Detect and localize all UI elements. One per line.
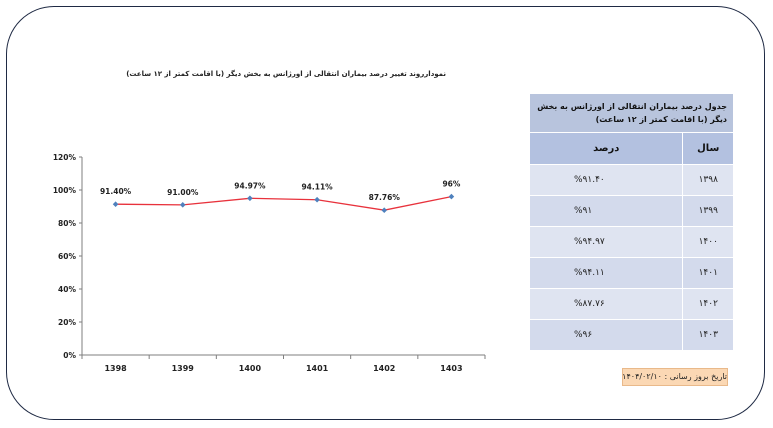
line-chart: 0% 20% 40% 60% 80% 100% 120% 1398 1399 1400 1401 14…: [53, 153, 486, 373]
table-cell-year: ۱۳۹۸: [682, 164, 734, 196]
table-cell-percent: %۹۴.۱۱: [528, 257, 684, 289]
table-cell-percent: %۸۷.۷۶: [528, 288, 684, 320]
y-tick-label: 120%: [53, 153, 77, 162]
table-row: ۱۴۰۳ %۹۶: [528, 319, 734, 351]
table-row: ۱۴۰۱ %۹۴.۱۱: [528, 257, 734, 289]
table-cell-year: ۱۴۰۰: [682, 226, 734, 258]
data-point: [314, 196, 320, 203]
table-row: ۱۴۰۲ %۸۷.۷۶: [528, 288, 734, 320]
table-cell-year: ۱۴۰۳: [682, 319, 734, 351]
data-point: [179, 202, 186, 208]
table-cell-percent: %۹۱: [528, 195, 684, 227]
y-tick-label: 80%: [58, 219, 76, 228]
table-row: ۱۳۹۹ %۹۱: [528, 195, 734, 227]
data-point: [381, 207, 388, 213]
data-label: 94.97%: [234, 181, 266, 190]
data-point: [112, 201, 119, 207]
y-tick-label: 40%: [58, 285, 76, 294]
table-header-year: سال: [682, 132, 734, 165]
data-label: 91.40%: [100, 187, 132, 196]
data-table: جدول درصد بیماران انتقالی از اورژانس به …: [528, 93, 734, 351]
update-date: تاریخ بروز رسانی : ۱۴۰۴/۰۲/۱۰: [622, 368, 728, 386]
x-tick-label: 1398: [104, 364, 127, 373]
table-cell-year: ۱۳۹۹: [682, 195, 734, 227]
chart-title: نمودارروند تغییر درصد بیماران انتقالی از…: [126, 70, 446, 78]
y-tick-label: 100%: [53, 186, 77, 195]
x-tick-label: 1400: [239, 364, 262, 373]
y-tick-label: 0%: [63, 351, 76, 360]
data-point: [247, 195, 253, 202]
data-point: [448, 193, 455, 200]
table-cell-percent: %۹۶: [528, 319, 684, 351]
x-tick-label: 1402: [373, 364, 395, 373]
table-cell-percent: %۹۴.۹۷: [528, 226, 684, 258]
x-tick-label: 1399: [172, 364, 195, 373]
table-row: ۱۳۹۸ %۹۱.۴۰: [528, 164, 734, 196]
data-label: 91.00%: [167, 188, 199, 197]
data-label: 87.76%: [369, 193, 401, 202]
data-label: 96%: [442, 180, 460, 189]
table-title: جدول درصد بیماران انتقالی از اورژانس به …: [529, 93, 734, 133]
table-cell-year: ۱۴۰۲: [682, 288, 734, 320]
table-header-percent: درصد: [528, 132, 684, 165]
table-row: ۱۴۰۰ %۹۴.۹۷: [528, 226, 734, 258]
series-line: [115, 195, 452, 211]
x-tick-label: 1401: [306, 364, 329, 373]
table-cell-percent: %۹۱.۴۰: [528, 164, 684, 196]
y-tick-label: 20%: [58, 318, 76, 327]
y-tick-label: 60%: [58, 252, 76, 261]
data-label: 94.11%: [301, 183, 333, 192]
table-cell-year: ۱۴۰۱: [682, 257, 734, 289]
x-tick-label: 1403: [440, 364, 462, 373]
